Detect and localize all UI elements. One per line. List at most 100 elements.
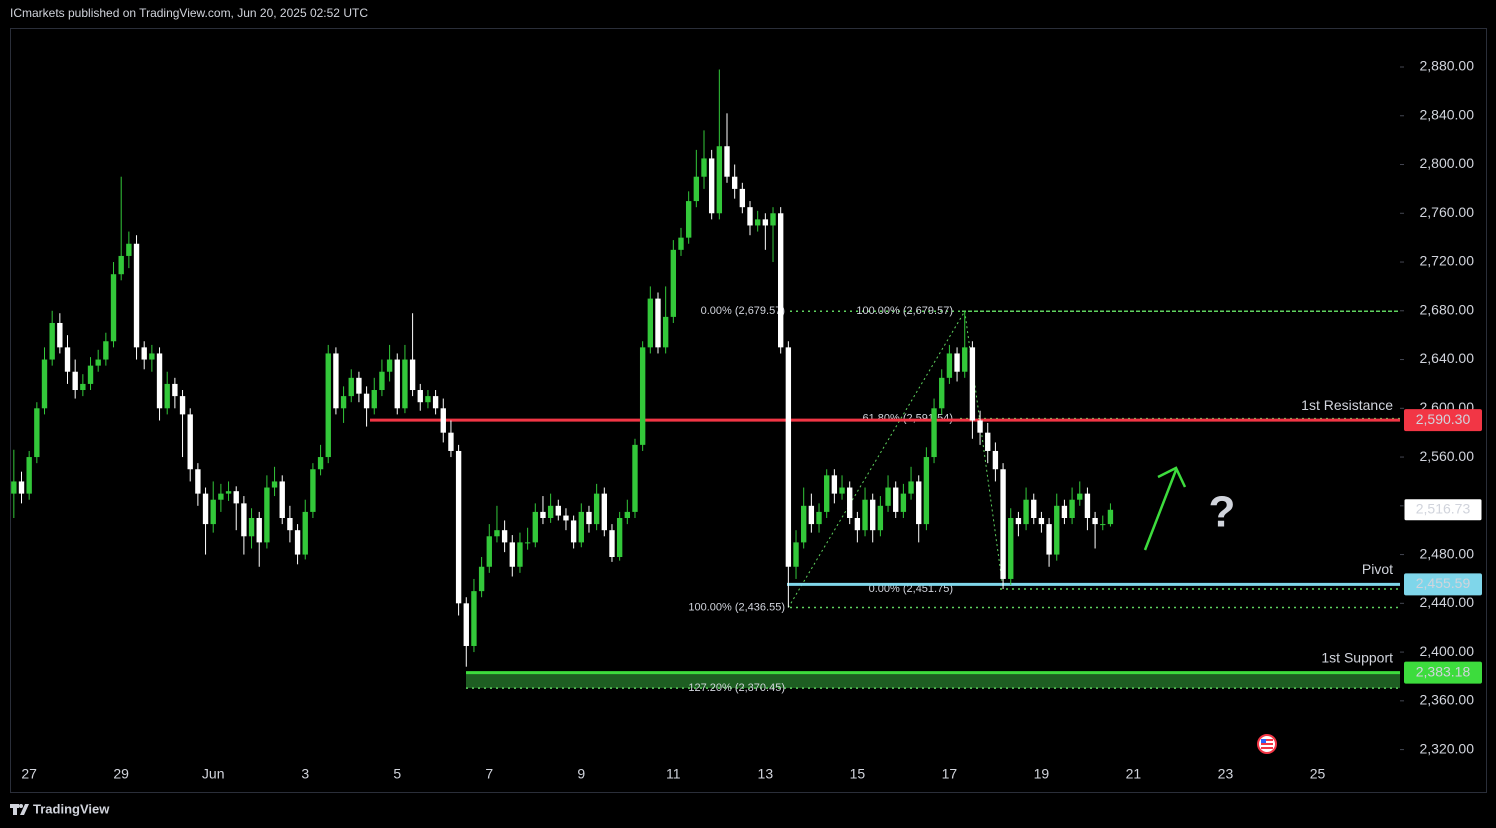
candle-body	[141, 347, 147, 360]
candle-body	[172, 383, 178, 397]
y-tick-label: 2,400.00	[1420, 643, 1475, 659]
candle-body	[977, 420, 983, 433]
candle-body	[501, 530, 508, 543]
candle-body	[1015, 518, 1022, 525]
candle-body	[356, 377, 362, 394]
candle-body	[747, 207, 753, 226]
footer-logo	[10, 804, 29, 815]
candle-body	[946, 353, 953, 378]
candle-body	[1061, 505, 1068, 518]
candle-body	[992, 450, 999, 470]
candle-body	[893, 487, 899, 512]
candle-body	[931, 408, 937, 458]
candle-body	[57, 322, 63, 348]
candle-body	[678, 237, 684, 250]
candle-body	[609, 530, 615, 558]
candle-body	[639, 347, 646, 445]
candle-body	[570, 520, 577, 543]
candle-body	[494, 530, 500, 537]
candle-body	[317, 457, 324, 470]
x-tick-label: 17	[942, 766, 958, 782]
fib-label: 61.80% (2,591.54)	[862, 413, 953, 425]
candle-body	[110, 274, 117, 342]
candle-body	[64, 347, 71, 372]
x-tick-label: 15	[850, 766, 866, 782]
candle-body	[509, 542, 515, 567]
candle-body	[256, 518, 262, 543]
candle-body	[448, 432, 454, 451]
candle-body	[885, 487, 891, 506]
candle-body	[225, 491, 232, 494]
candle-body	[363, 393, 370, 409]
candle-body	[264, 487, 270, 543]
fib-label: 127.20% (2,370.45)	[688, 682, 785, 694]
candle-body	[616, 518, 623, 558]
candle-body	[785, 347, 792, 567]
candle-body	[801, 505, 807, 543]
candle-body	[1092, 518, 1098, 525]
candle-body	[923, 457, 930, 525]
candle-body	[417, 390, 423, 403]
candle-body	[670, 249, 677, 317]
candle-body	[685, 201, 692, 238]
candle-body	[425, 396, 431, 403]
candle-body	[655, 298, 661, 348]
candle-body	[210, 499, 216, 525]
x-tick-label: 3	[301, 766, 309, 782]
candle-body	[386, 359, 393, 372]
candle-body	[555, 505, 561, 516]
candle-body	[440, 408, 446, 433]
candle-body	[271, 481, 278, 488]
candle-body	[1038, 518, 1045, 525]
candle-body	[340, 396, 347, 409]
candle-body	[1069, 499, 1075, 518]
level-box	[1404, 573, 1482, 596]
candle-body	[1054, 505, 1060, 555]
question-mark: ?	[1209, 488, 1236, 537]
candle-body	[233, 491, 239, 504]
x-tick-label: 11	[666, 766, 681, 782]
candle-body	[540, 511, 546, 518]
candle-body	[862, 499, 868, 531]
candle-body	[1107, 509, 1114, 525]
y-tick-label: 2,720.00	[1420, 253, 1475, 269]
y-tick-label: 2,680.00	[1420, 301, 1475, 317]
level-box	[1404, 409, 1482, 432]
candle-body	[1084, 493, 1091, 518]
candle-body	[402, 359, 408, 409]
candle-body	[279, 481, 285, 518]
candle-body	[80, 383, 86, 391]
candle-body	[118, 255, 124, 275]
level-name: 1st Resistance	[1301, 397, 1393, 413]
x-tick-label: Jun	[202, 766, 225, 782]
candle-body	[371, 390, 377, 409]
candle-body	[195, 469, 201, 494]
candle-body	[770, 213, 776, 226]
candle-body	[294, 530, 301, 555]
y-tick-label: 2,880.00	[1420, 58, 1475, 74]
candle-body	[164, 383, 170, 409]
annotation-arrow	[1143, 466, 1187, 551]
x-tick-label: 23	[1218, 766, 1234, 782]
candle-body	[34, 408, 40, 458]
fib-label: 100.00% (2,436.55)	[688, 601, 785, 613]
candle-body	[432, 396, 439, 409]
candle-body	[908, 481, 914, 494]
candle-body	[900, 493, 907, 512]
candle-body	[72, 371, 78, 391]
candle-body	[985, 432, 991, 451]
candle-body	[601, 493, 607, 531]
candle-body	[701, 158, 707, 177]
candle-body	[179, 396, 186, 415]
candle-body	[578, 511, 584, 543]
level-value: 2,455.59	[1416, 575, 1471, 591]
candle-body	[969, 347, 976, 421]
candle-body	[11, 481, 17, 494]
candle-body	[517, 542, 523, 567]
chart-frame	[10, 28, 1487, 793]
candle-body	[87, 365, 94, 384]
candle-body	[248, 518, 255, 537]
candle-body	[202, 493, 209, 525]
